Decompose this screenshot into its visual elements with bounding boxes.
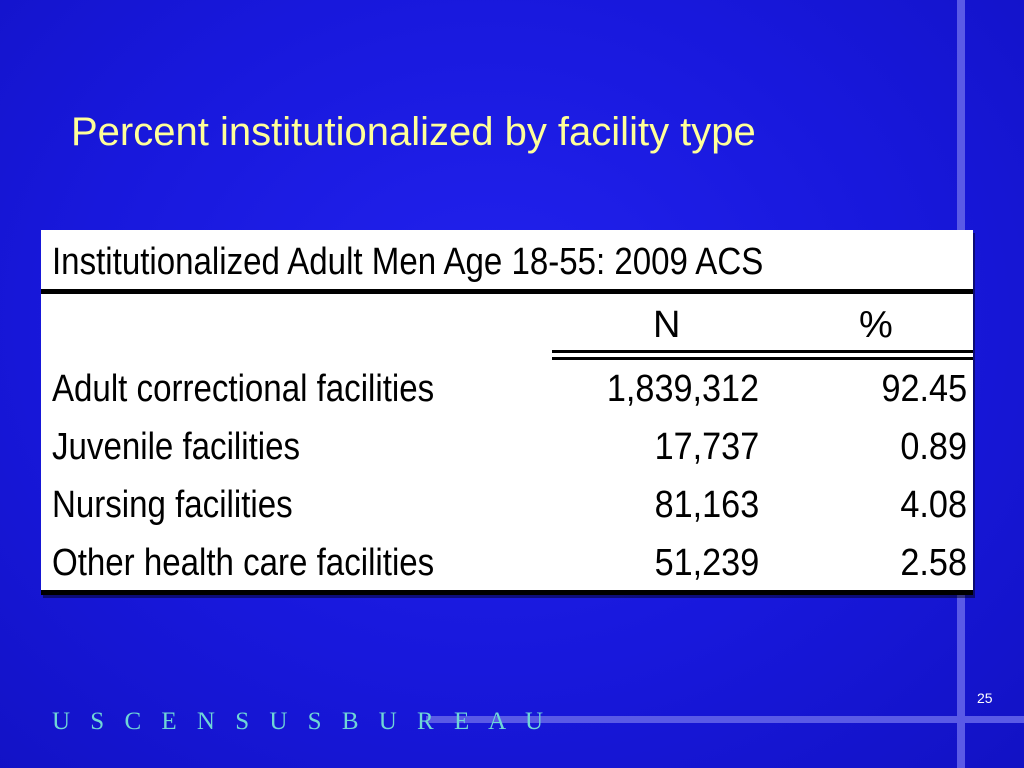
column-header-percent: % — [859, 304, 893, 346]
row-count: 51,239 — [654, 542, 759, 584]
header-double-rule-bottom — [552, 357, 973, 360]
column-header-n: N — [653, 304, 681, 346]
row-count: 1,839,312 — [606, 368, 759, 410]
row-percent: 92.45 — [881, 368, 967, 410]
table-row: Juvenile facilities 17,737 0.89 — [41, 426, 973, 484]
row-label: Adult correctional facilities — [52, 368, 435, 410]
row-count: 81,163 — [654, 484, 759, 526]
row-percent: 4.08 — [900, 484, 967, 526]
row-percent: 2.58 — [900, 542, 967, 584]
table-title: Institutionalized Adult Men Age 18-55: 2… — [52, 241, 764, 283]
row-label: Other health care facilities — [52, 542, 435, 584]
page-number: 25 — [977, 690, 993, 706]
table-row: Adult correctional facilities 1,839,312 … — [41, 368, 973, 426]
row-label: Nursing facilities — [52, 484, 293, 526]
data-table: Institutionalized Adult Men Age 18-55: 2… — [41, 230, 973, 595]
row-percent: 0.89 — [900, 426, 967, 468]
table-bottom-rule — [41, 590, 973, 595]
row-label: Juvenile facilities — [52, 426, 301, 468]
census-bureau-logo: U S C E N S U S B U R E A U — [52, 708, 551, 735]
row-count: 17,737 — [654, 426, 759, 468]
table-row: Nursing facilities 81,163 4.08 — [41, 484, 973, 542]
table-title-rule — [41, 289, 973, 294]
header-double-rule-top — [552, 350, 973, 353]
slide-title: Percent institutionalized by facility ty… — [71, 110, 756, 154]
footer-accent-line — [426, 716, 1024, 723]
table-row: Other health care facilities 51,239 2.58 — [41, 542, 973, 600]
